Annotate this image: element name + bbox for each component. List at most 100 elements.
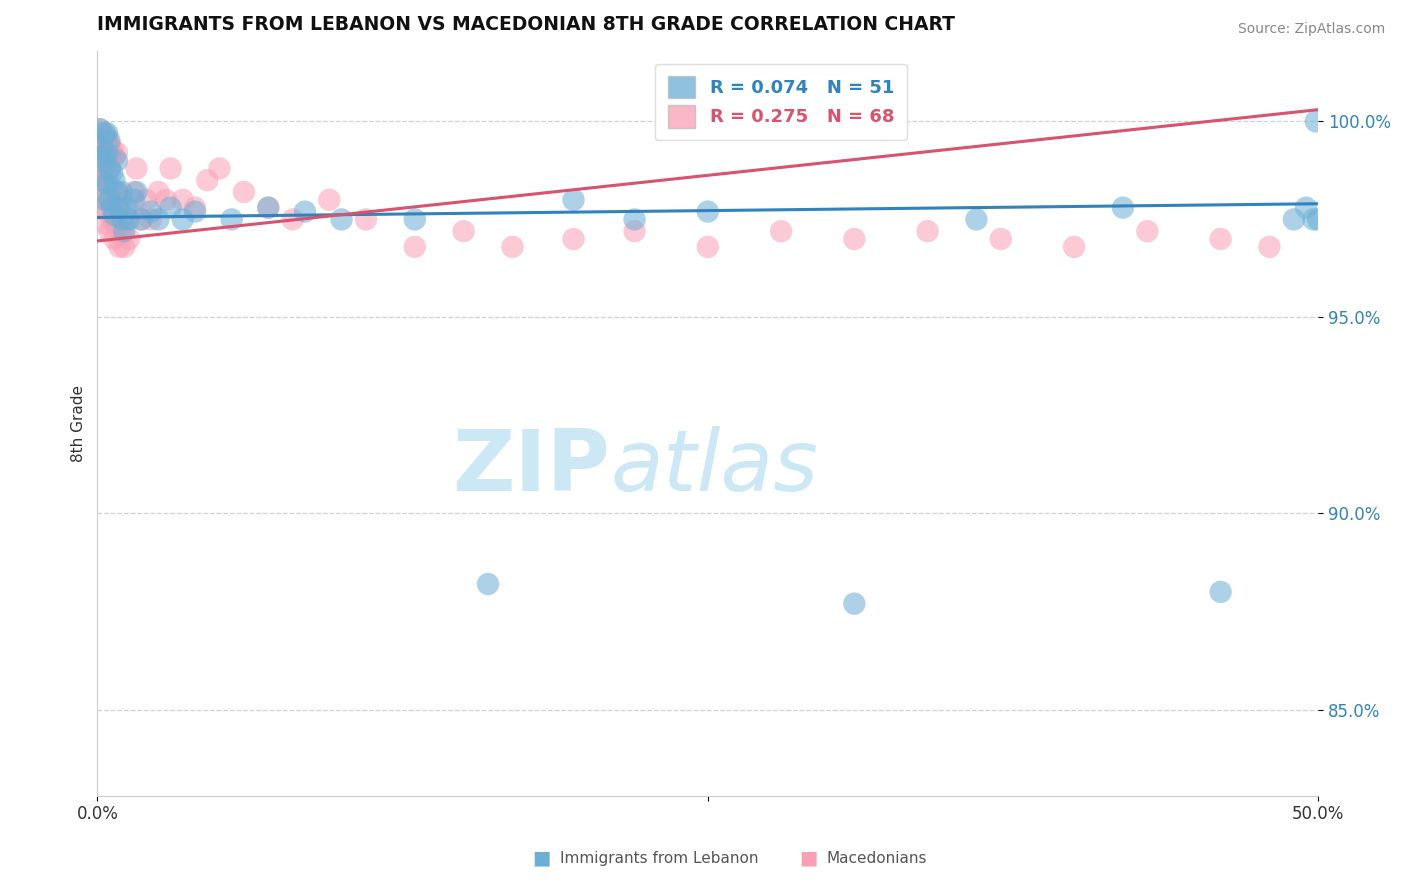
- Point: [696, 240, 718, 254]
- Point: [91, 201, 114, 215]
- Point: [139, 204, 162, 219]
- Point: [159, 201, 181, 215]
- Point: [93, 153, 115, 168]
- Point: [96, 204, 118, 219]
- Point: [294, 204, 316, 219]
- Point: [89, 122, 111, 136]
- Point: [96, 177, 118, 191]
- Point: [98, 193, 121, 207]
- Point: [770, 224, 793, 238]
- Point: [101, 212, 124, 227]
- Point: [1209, 585, 1232, 599]
- Point: [172, 193, 194, 207]
- Point: [148, 185, 170, 199]
- Point: [257, 201, 280, 215]
- Text: Macedonians: Macedonians: [827, 851, 927, 865]
- Point: [844, 597, 866, 611]
- Point: [91, 142, 114, 156]
- Point: [148, 212, 170, 227]
- Point: [91, 126, 114, 140]
- Point: [118, 232, 141, 246]
- Point: [155, 193, 177, 207]
- Point: [844, 232, 866, 246]
- Point: [195, 173, 218, 187]
- Point: [453, 224, 475, 238]
- Point: [354, 212, 377, 227]
- Point: [111, 193, 134, 207]
- Point: [89, 173, 111, 187]
- Point: [96, 126, 118, 140]
- Point: [330, 212, 353, 227]
- Point: [1258, 240, 1281, 254]
- Point: [122, 185, 145, 199]
- Point: [105, 185, 128, 199]
- Point: [93, 193, 115, 207]
- Point: [91, 134, 114, 148]
- Point: [917, 224, 939, 238]
- Point: [108, 204, 131, 219]
- Point: [111, 224, 134, 238]
- Point: [1063, 240, 1085, 254]
- Point: [696, 204, 718, 219]
- Y-axis label: 8th Grade: 8th Grade: [72, 384, 86, 462]
- Point: [101, 181, 124, 195]
- Point: [105, 220, 128, 235]
- Point: [108, 240, 131, 254]
- Text: atlas: atlas: [610, 426, 818, 509]
- Point: [101, 150, 124, 164]
- Text: ZIP: ZIP: [453, 426, 610, 509]
- Point: [131, 212, 153, 227]
- Point: [96, 142, 118, 156]
- Point: [96, 145, 118, 160]
- Point: [103, 201, 125, 215]
- Point: [89, 122, 111, 136]
- Point: [208, 161, 231, 176]
- Point: [98, 137, 121, 152]
- Point: [1305, 114, 1327, 128]
- Point: [98, 161, 121, 176]
- Point: [115, 201, 138, 215]
- Point: [1112, 201, 1135, 215]
- Point: [159, 161, 181, 176]
- Point: [1302, 212, 1324, 227]
- Point: [281, 212, 304, 227]
- Point: [623, 224, 645, 238]
- Point: [111, 185, 134, 199]
- Text: Immigrants from Lebanon: Immigrants from Lebanon: [560, 851, 758, 865]
- Point: [96, 173, 118, 187]
- Point: [257, 201, 280, 215]
- Point: [990, 232, 1012, 246]
- Point: [91, 165, 114, 179]
- Point: [562, 193, 585, 207]
- Point: [121, 204, 143, 219]
- Point: [562, 232, 585, 246]
- Point: [103, 173, 125, 187]
- Point: [103, 209, 125, 223]
- Point: [404, 240, 426, 254]
- Point: [93, 126, 115, 140]
- Point: [103, 150, 125, 164]
- Point: [184, 201, 207, 215]
- Point: [98, 134, 121, 148]
- Point: [139, 212, 162, 227]
- Point: [98, 193, 121, 207]
- Point: [93, 185, 115, 199]
- Point: [184, 204, 207, 219]
- Point: [125, 185, 148, 199]
- Point: [98, 224, 121, 238]
- Point: [96, 130, 118, 145]
- Point: [232, 185, 254, 199]
- Point: [477, 577, 499, 591]
- Point: [125, 161, 148, 176]
- Point: [122, 193, 145, 207]
- Point: [101, 142, 124, 156]
- Point: [221, 212, 243, 227]
- Point: [89, 150, 111, 164]
- Point: [172, 212, 194, 227]
- Point: [91, 173, 114, 187]
- Point: [623, 212, 645, 227]
- Point: [118, 212, 141, 227]
- Point: [1308, 212, 1330, 227]
- Point: [112, 240, 135, 254]
- Point: [131, 212, 153, 227]
